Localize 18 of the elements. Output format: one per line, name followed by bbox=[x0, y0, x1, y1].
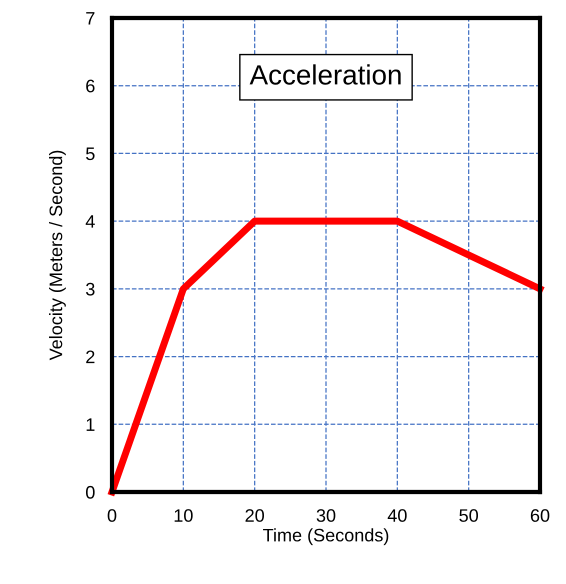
x-tick-label: 50 bbox=[459, 509, 478, 522]
x-tick-label: 60 bbox=[530, 509, 550, 522]
x-tick-label: 20 bbox=[246, 509, 264, 522]
y-tick-label: 3 bbox=[86, 282, 95, 296]
x-tick-label: 10 bbox=[174, 509, 193, 522]
text: Acceleration bbox=[250, 64, 401, 85]
x-tick-label: 40 bbox=[388, 509, 407, 522]
y-tick-label: 7 bbox=[86, 12, 94, 25]
y-tick-label: 6 bbox=[86, 80, 95, 92]
x-axis-title: Time (Seconds) bbox=[263, 528, 388, 546]
y-axis-title: Velocity (Meters / Second) bbox=[49, 150, 66, 360]
y-tick-label: 1 bbox=[86, 418, 94, 431]
y-tick-label: 5 bbox=[86, 148, 95, 160]
y-tick-label: 0 bbox=[86, 486, 95, 499]
y-tick-label: 2 bbox=[86, 350, 94, 364]
x-tick-label: 0 bbox=[108, 509, 116, 522]
x-tick-label: 30 bbox=[316, 509, 336, 522]
y-tick-label: 4 bbox=[86, 215, 95, 228]
